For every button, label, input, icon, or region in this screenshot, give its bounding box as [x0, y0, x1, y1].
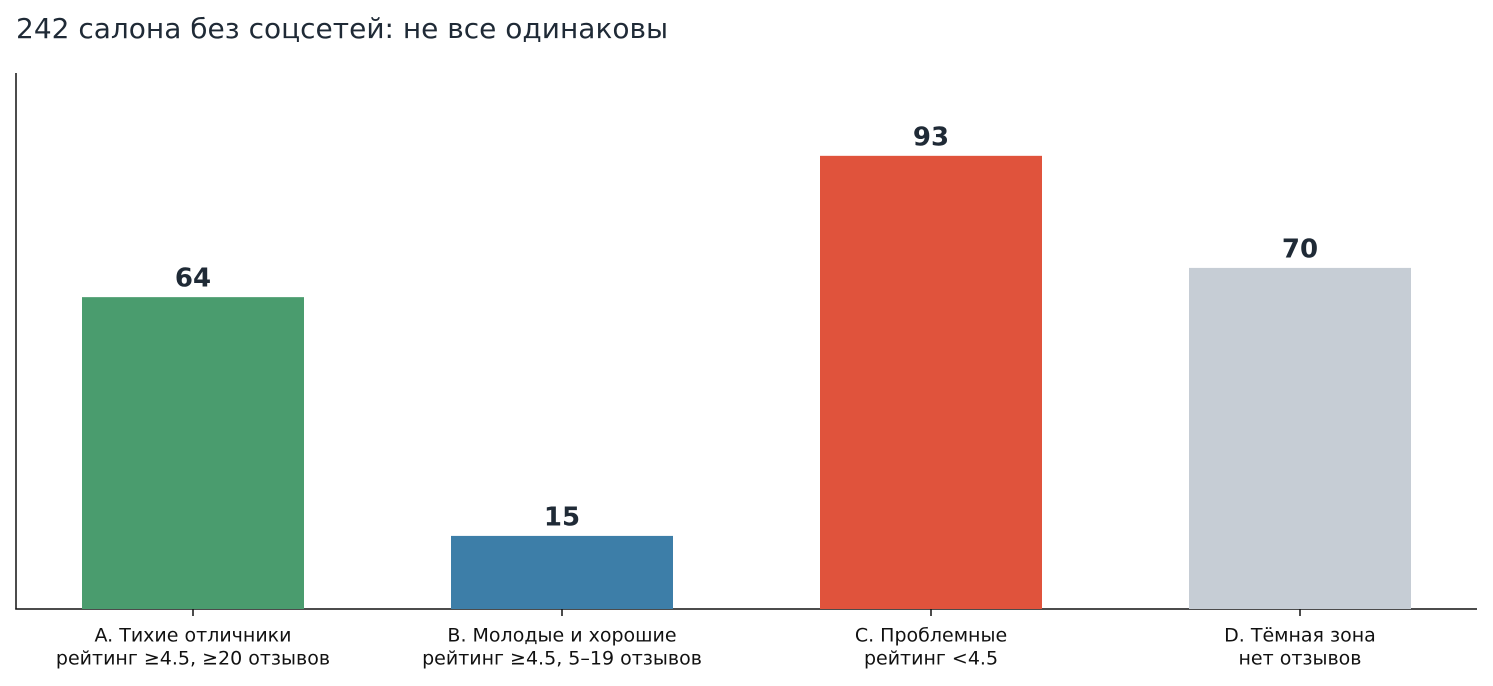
bar: [82, 297, 304, 609]
value-label: 93: [913, 122, 949, 152]
x-tick-label: D. Тёмная зона: [1224, 625, 1376, 647]
bar: [451, 535, 673, 609]
bar: [1189, 267, 1411, 609]
x-tick-label: B. Молодые и хорошие: [447, 625, 676, 647]
x-tick-label: рейтинг ≥4.5, 5–19 отзывов: [422, 648, 702, 670]
chart-title: 242 салона без соцсетей: не все одинаков…: [16, 12, 668, 45]
value-label: 15: [544, 502, 580, 532]
bar: [820, 155, 1042, 609]
x-tick-label: рейтинг <4.5: [864, 648, 998, 670]
x-tick-label: C. Проблемные: [855, 625, 1007, 647]
x-tick-label: рейтинг ≥4.5, ≥20 отзывов: [56, 648, 330, 670]
x-tick-label: A. Тихие отличники: [94, 625, 291, 647]
x-tick-label: нет отзывов: [1238, 648, 1361, 670]
value-label: 64: [175, 264, 211, 294]
value-label: 70: [1282, 234, 1318, 264]
